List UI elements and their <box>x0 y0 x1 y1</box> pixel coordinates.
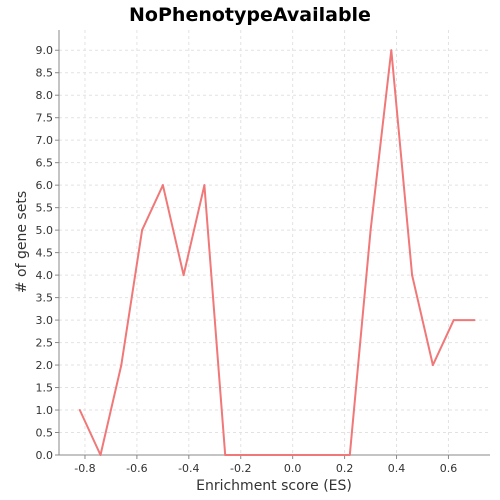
y-tick-label: 7.5 <box>36 112 54 125</box>
data-point <box>390 49 393 52</box>
x-tick-label: 0.4 <box>388 462 406 475</box>
y-tick-label: 7.0 <box>36 134 54 147</box>
x-axis-ticks: -0.8 -0.6 -0.4 -0.2 0.0 0.2 0.4 0.6 <box>74 455 457 475</box>
x-tick-label: -0.2 <box>230 462 251 475</box>
x-tick-label: -0.4 <box>178 462 199 475</box>
y-tick-label: 8.5 <box>36 67 54 80</box>
x-tick-label: 0.6 <box>440 462 458 475</box>
data-point <box>99 454 102 456</box>
x-tick-label: -0.8 <box>74 462 95 475</box>
y-tick-label: 3.5 <box>36 292 54 305</box>
data-point <box>120 364 123 367</box>
data-point <box>244 454 247 456</box>
y-tick-label: 1.5 <box>36 382 54 395</box>
data-point <box>411 274 414 277</box>
series-layer <box>78 49 476 456</box>
data-point <box>182 274 185 277</box>
y-tick-label: 5.0 <box>36 224 54 237</box>
y-axis-ticks: 0.0 0.5 1.0 1.5 2.0 2.5 3.0 3.5 4.0 4.5 5.0 5.5 6.0 6… <box>36 44 59 462</box>
y-tick-label: 4.0 <box>36 269 54 282</box>
data-point <box>431 364 434 367</box>
y-tick-label: 6.5 <box>36 157 54 170</box>
y-tick-label: 9.0 <box>36 44 54 57</box>
series-line <box>78 49 475 456</box>
y-tick-label: 0.0 <box>36 449 54 462</box>
chart-title: NoPhenotypeAvailable <box>129 4 371 26</box>
data-point <box>224 454 227 456</box>
x-tick-label: -0.6 <box>126 462 147 475</box>
data-point <box>161 184 164 187</box>
x-tick-label: 0.0 <box>284 462 302 475</box>
axes <box>58 30 490 456</box>
data-point <box>348 454 351 456</box>
data-point <box>78 409 81 412</box>
y-tick-label: 3.0 <box>36 314 54 327</box>
y-axis-label: # of gene sets <box>14 191 30 293</box>
y-tick-label: 6.0 <box>36 179 54 192</box>
data-point <box>328 454 331 456</box>
data-point <box>141 229 144 232</box>
grid <box>59 30 490 456</box>
y-tick-label: 5.5 <box>36 202 54 215</box>
y-tick-label: 2.5 <box>36 337 54 350</box>
data-point <box>452 319 455 322</box>
data-point <box>286 454 289 456</box>
y-tick-label: 2.0 <box>36 359 54 372</box>
x-tick-label: 0.2 <box>336 462 354 475</box>
data-point <box>473 319 476 322</box>
data-point <box>265 454 268 456</box>
y-tick-label: 1.0 <box>36 404 54 417</box>
y-tick-label: 8.0 <box>36 89 54 102</box>
data-point <box>369 229 372 232</box>
data-point <box>203 184 206 187</box>
data-point <box>307 454 310 456</box>
x-axis-label: Enrichment score (ES) <box>196 478 352 494</box>
y-tick-label: 0.5 <box>36 427 54 440</box>
y-tick-label: 4.5 <box>36 247 54 260</box>
